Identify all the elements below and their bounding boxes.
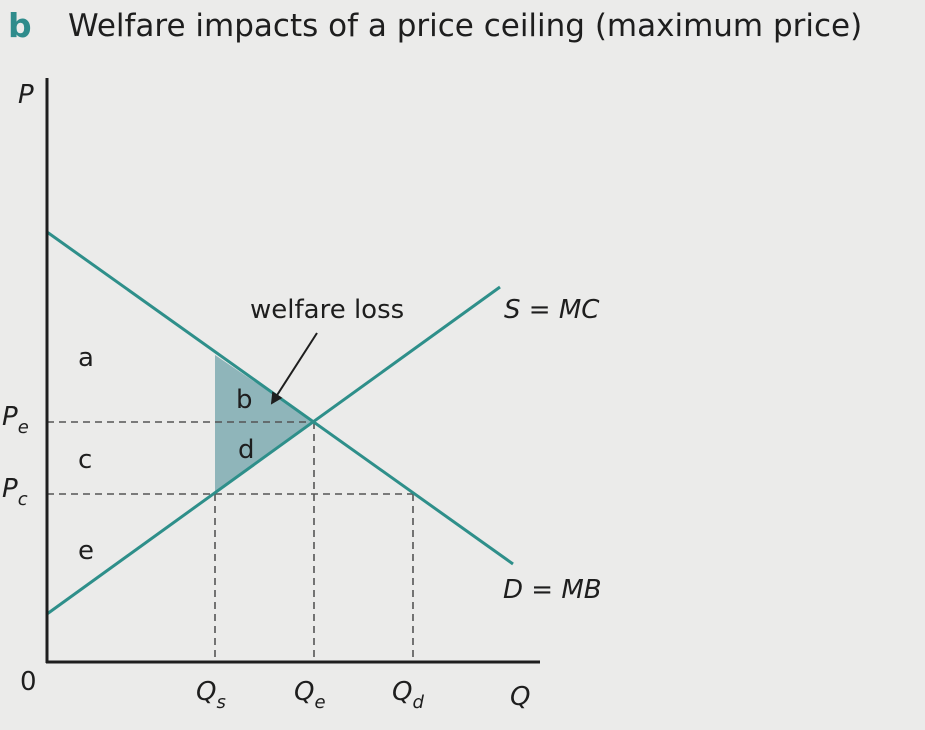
demand-curve-label: D = MB [503, 575, 602, 605]
area-a-label: a [78, 343, 94, 373]
origin-label: 0 [20, 667, 37, 697]
qd-label-sub: d [412, 692, 424, 713]
qe-label-main: Q [294, 677, 314, 707]
y-axis-label: P [18, 80, 34, 110]
demand-curve [46, 230, 514, 566]
guide-lines [47, 421, 414, 662]
qs-label-sub: s [216, 692, 225, 713]
supply-curve-label: S = MC [504, 295, 600, 325]
welfare-loss-area [215, 355, 314, 494]
pc-label-sub: c [18, 489, 28, 510]
pc-label: Pc [2, 474, 28, 510]
qd-label-main: Q [392, 677, 412, 707]
qe-label-sub: e [314, 692, 325, 713]
welfare-loss-label: welfare loss [250, 295, 404, 325]
qs-label: Qs [196, 677, 226, 713]
pe-label-main: P [2, 402, 18, 432]
area-d-label: d [238, 435, 255, 465]
qs-label-main: Q [196, 677, 216, 707]
pe-label-sub: e [18, 417, 29, 438]
qe-label: Qe [294, 677, 326, 713]
supply-curve [46, 285, 501, 616]
area-c-label: c [78, 445, 92, 475]
pe-label: Pe [2, 402, 29, 438]
figure-title: Welfare impacts of a price ceiling (maxi… [68, 8, 863, 44]
area-b-label: b [236, 385, 253, 415]
figure-letter: b [8, 6, 32, 45]
pc-label-main: P [2, 474, 18, 504]
area-e-label: e [78, 536, 94, 566]
qd-label: Qd [392, 677, 424, 713]
x-axis-label: Q [510, 682, 530, 712]
welfare-loss-arrow [270, 332, 318, 405]
